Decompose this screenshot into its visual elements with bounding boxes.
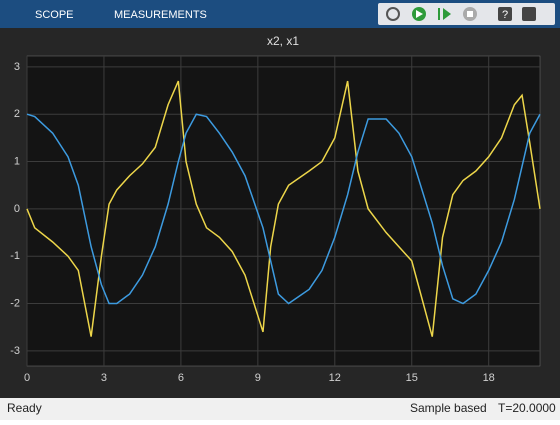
x-tick-label: 12 [329, 372, 341, 384]
x-tick-label: 3 [101, 372, 107, 384]
series-line [26, 113, 541, 305]
status-time: T=20.0000 [498, 401, 556, 415]
y-tick-label: -1 [10, 250, 20, 262]
status-mode: Sample based [410, 401, 487, 415]
x-tick-label: 0 [24, 372, 30, 384]
status-bar [0, 398, 560, 420]
x-tick-label: 18 [483, 372, 495, 384]
chart-title: x2, x1 [267, 34, 299, 48]
y-tick-label: 3 [14, 61, 20, 73]
tab-measurements[interactable]: MEASUREMENTS [114, 9, 207, 21]
expand-button[interactable] [522, 7, 536, 21]
stop-button[interactable] [463, 7, 477, 21]
y-tick-label: 2 [14, 108, 20, 120]
x-tick-label: 15 [406, 372, 418, 384]
help-button[interactable]: ? [498, 7, 512, 21]
y-tick-label: -2 [10, 297, 20, 309]
plot-area [26, 55, 541, 367]
x-tick-label: 9 [255, 372, 261, 384]
y-tick-label: 1 [14, 155, 20, 167]
x-tick-label: 6 [178, 372, 184, 384]
y-tick-label: 0 [14, 203, 20, 215]
series-line [26, 80, 541, 337]
tab-scope[interactable]: SCOPE [35, 9, 74, 21]
step-button[interactable] [438, 8, 451, 20]
y-tick-label: -3 [10, 345, 20, 357]
svg-text:?: ? [502, 9, 508, 21]
run-button[interactable] [412, 7, 426, 21]
settings-button[interactable] [386, 7, 400, 21]
status-text: Ready [7, 401, 42, 415]
